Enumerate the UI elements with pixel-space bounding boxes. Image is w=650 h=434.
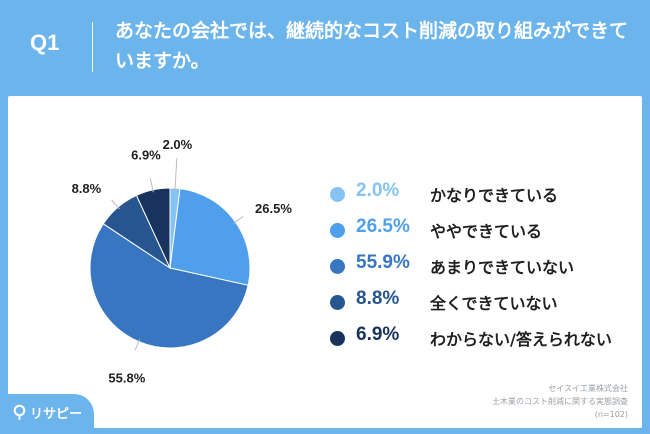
legend-value: 6.9%: [356, 324, 400, 345]
slice-label: 8.8%: [72, 181, 102, 196]
pie-chart: 2.0% 26.5% 55.8% 8.8% 6.9%: [72, 137, 293, 386]
leader-line: [149, 178, 154, 193]
legend-label: わからない/答えられない: [430, 330, 612, 349]
slice-label: 26.5%: [255, 201, 292, 216]
leader-line: [174, 157, 178, 191]
source-survey: 土木業のコスト削減に関する実態調査: [492, 397, 628, 406]
source-company: セイスイ工業株式会社: [548, 384, 628, 393]
slice-label: 55.8%: [108, 371, 145, 386]
legend-value: 8.8%: [356, 288, 400, 309]
legend-dot: [330, 259, 345, 274]
legend-value: 26.5%: [356, 216, 410, 237]
legend-dot: [330, 331, 345, 346]
slice-label: 6.9%: [131, 148, 161, 163]
source-note: セイスイ工業株式会社 土木業のコスト削減に関する実態調査 (n=102): [428, 382, 628, 421]
question-number: Q1: [30, 30, 60, 55]
legend-label: あまりできていない: [430, 258, 575, 277]
brand-name: リサピー: [30, 407, 83, 422]
legend-label: 全くできていない: [430, 294, 558, 313]
question-title: あなたの会社では、継続的なコスト削減の取り組みができていますか。: [115, 20, 629, 72]
brand-logo: リサピー: [8, 394, 94, 428]
legend-label: かなりできている: [430, 186, 559, 205]
magnifier-icon: [13, 404, 26, 420]
leader-line: [111, 199, 120, 210]
brand-tab: [8, 394, 94, 428]
legend-value: 2.0%: [356, 180, 400, 201]
leader-line: [233, 216, 244, 224]
header-divider: [92, 22, 93, 72]
legend-label: ややできている: [430, 222, 543, 241]
leader-line: [134, 339, 141, 351]
source-sample-size: (n=102): [594, 410, 628, 419]
legend-dot: [330, 295, 345, 310]
header: Q1 あなたの会社では、継続的なコスト削減の取り組みができていますか。: [0, 0, 650, 90]
legend-dot: [330, 223, 345, 238]
slice-label: 2.0%: [163, 137, 193, 152]
chart-card: 2.0% 26.5% 55.8% 8.8% 6.9% 2.0% かなりできている 26.…: [8, 96, 642, 428]
legend-value: 55.9%: [356, 252, 410, 273]
legend-dot: [330, 187, 345, 202]
